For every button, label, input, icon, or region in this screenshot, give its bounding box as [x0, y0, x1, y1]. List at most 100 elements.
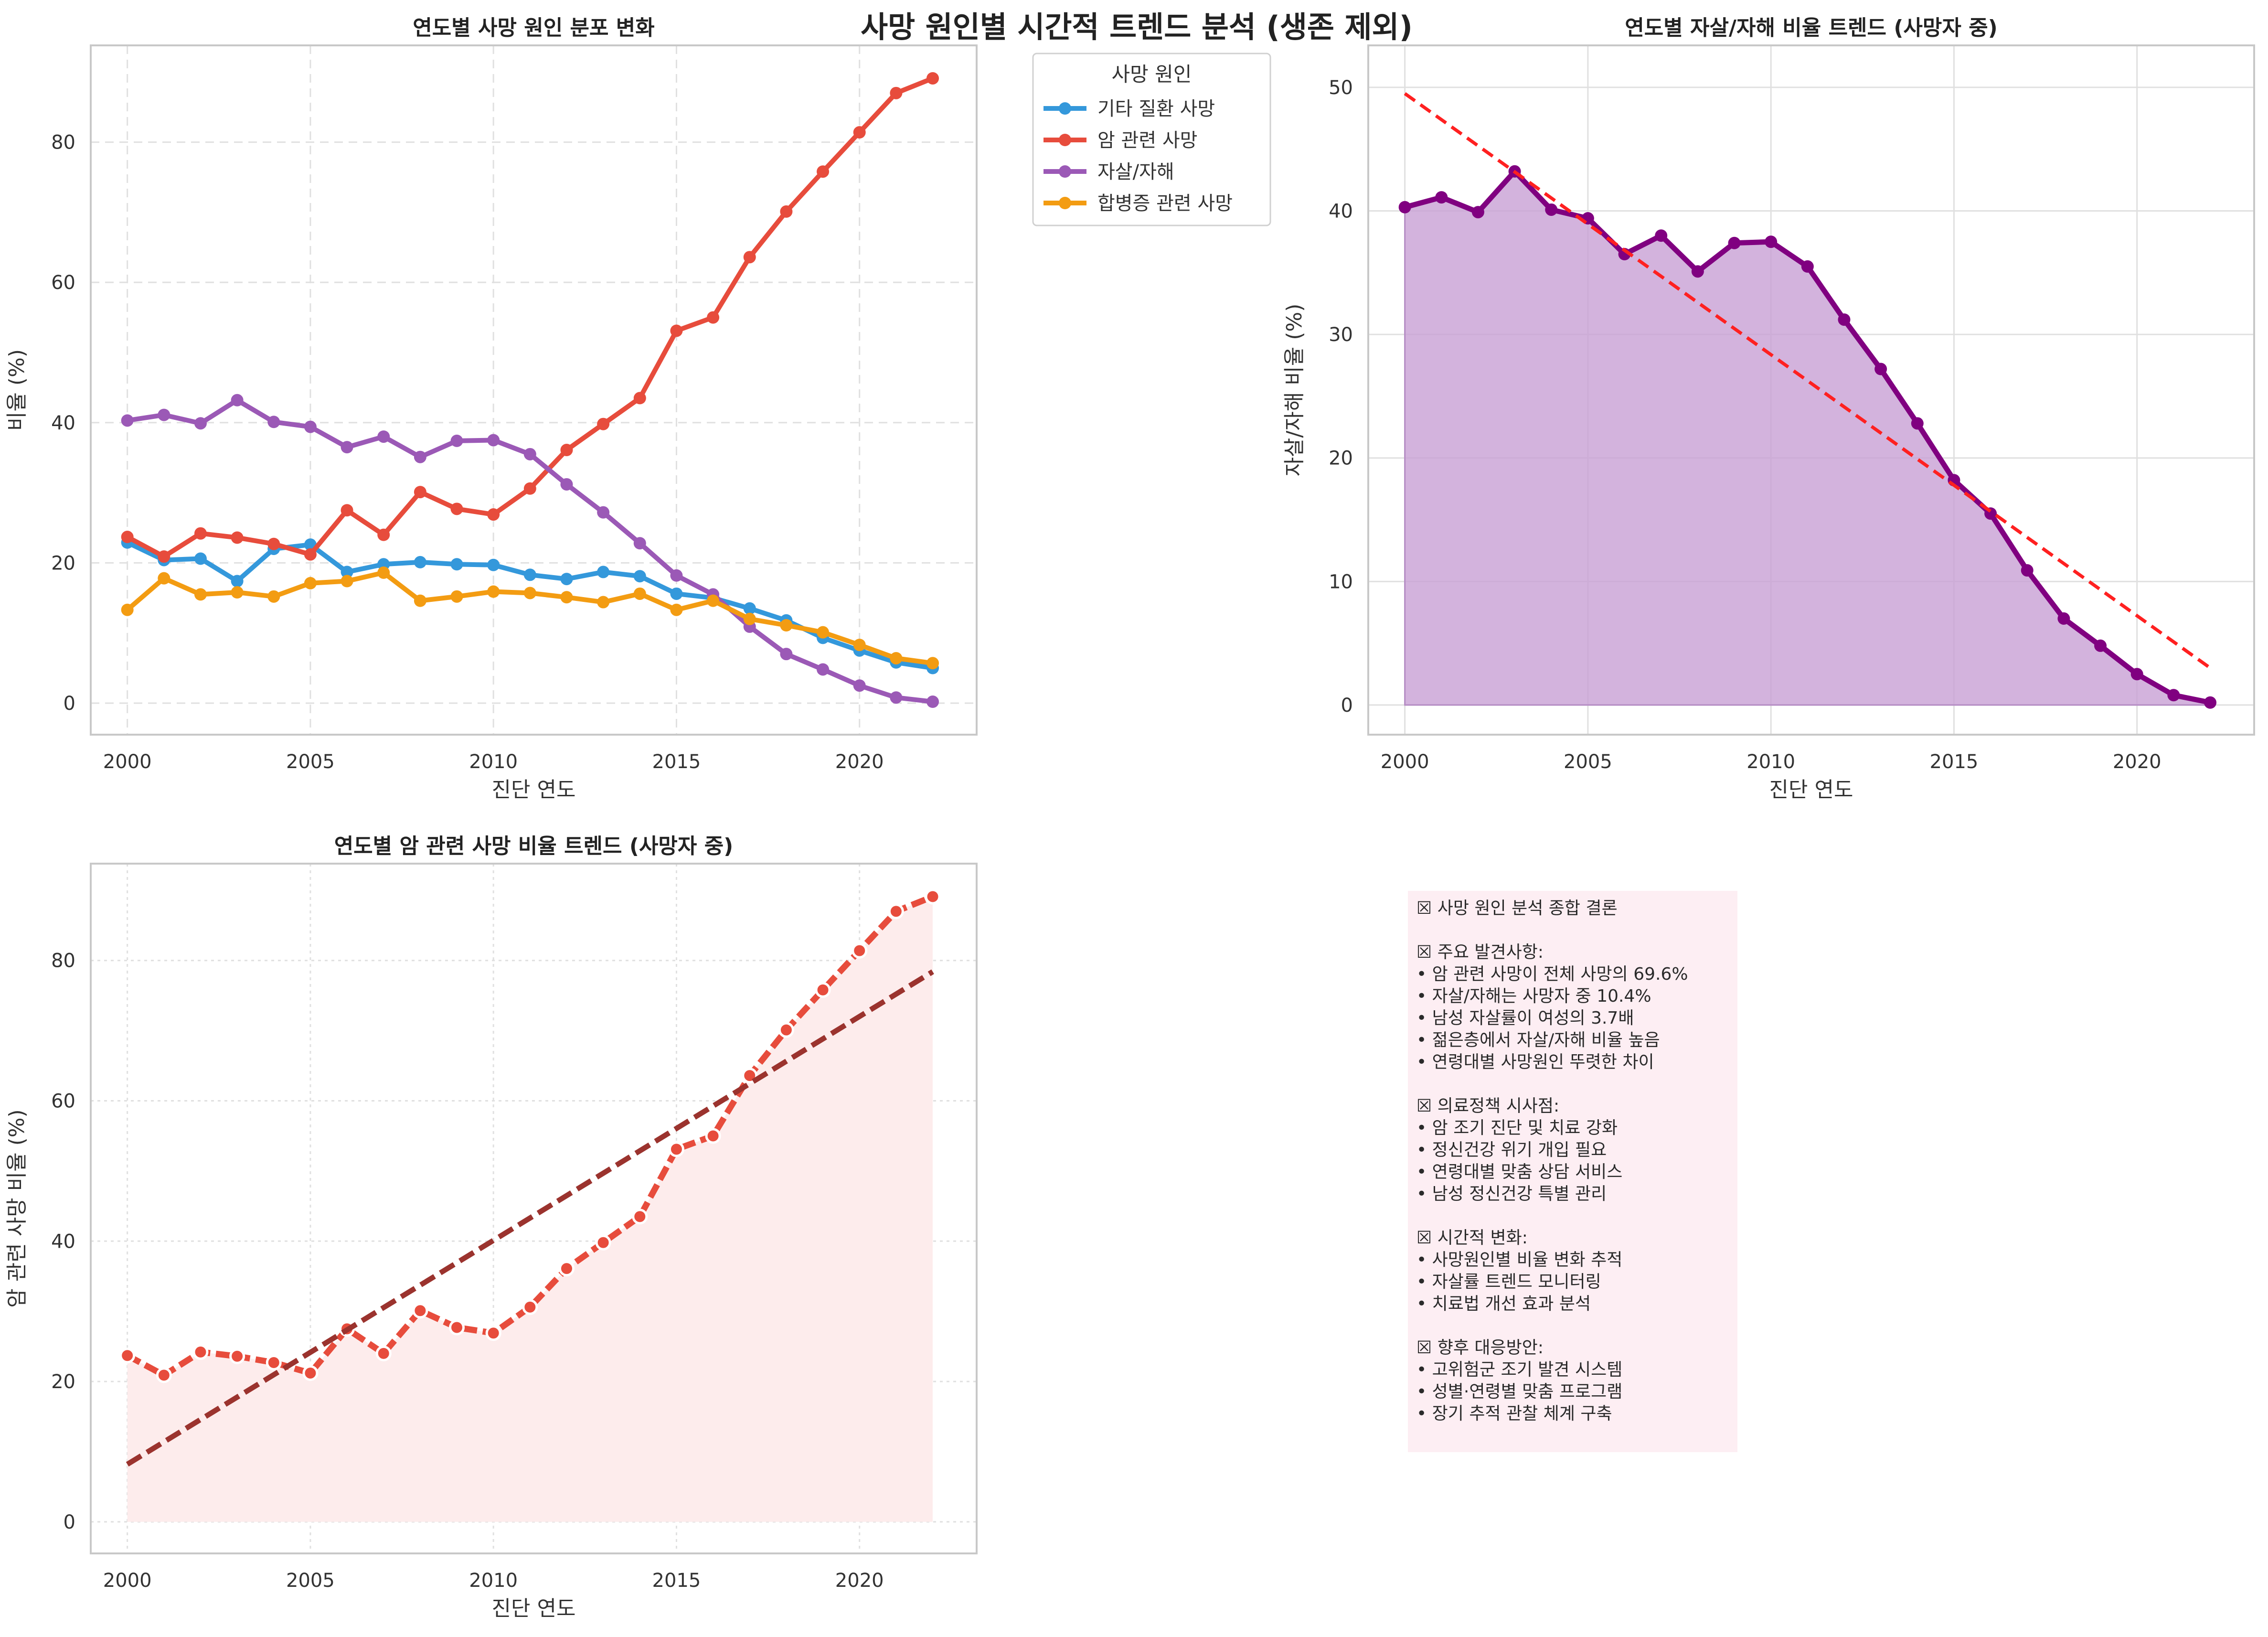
area-fill — [1404, 170, 2211, 706]
summary-spacer — [1416, 1315, 1729, 1337]
data-point — [523, 587, 536, 599]
summary-line: ☒ 주요 발견사항: — [1416, 942, 1544, 962]
data-point — [194, 588, 207, 601]
data-point — [194, 552, 207, 565]
summary-spacer — [1416, 1205, 1729, 1227]
summary-spacer — [1416, 920, 1729, 942]
x-tick-label: 2000 — [103, 751, 152, 773]
data-point — [560, 591, 573, 604]
data-point — [1911, 417, 1924, 430]
data-point — [890, 652, 903, 664]
data-point — [743, 251, 756, 264]
data-point — [302, 1365, 319, 1381]
data-point — [523, 448, 536, 460]
data-point — [522, 1299, 538, 1315]
data-point — [1801, 260, 1814, 273]
data-point — [523, 568, 536, 581]
x-axis-label: 진단 연도 — [492, 1596, 576, 1621]
chart-panel-2: 2000 2005 2010 2015 2020 0 10 20 30 40 50 연도별 자살/자해… — [1282, 16, 2255, 802]
data-point — [231, 394, 244, 407]
data-point — [158, 550, 170, 563]
data-point — [341, 566, 353, 578]
data-point — [890, 86, 903, 99]
data-point — [780, 648, 793, 661]
data-point — [267, 537, 280, 550]
data-point — [194, 527, 207, 540]
summary-spacer — [1416, 1073, 1729, 1095]
data-point — [1655, 229, 1668, 242]
data-point — [1765, 235, 1778, 248]
data-point — [487, 585, 500, 598]
legend-box — [1032, 53, 1271, 226]
y-tick-label: 80 — [51, 950, 75, 972]
data-point — [780, 205, 793, 218]
summary-line: • 장기 추적 관찰 체계 구축 — [1416, 1404, 1612, 1423]
data-point — [926, 657, 939, 670]
x-tick-label: 2010 — [469, 751, 518, 773]
y-tick-label: 40 — [51, 412, 75, 434]
x-tick-label: 2015 — [652, 751, 701, 773]
data-point — [450, 590, 463, 603]
data-point — [267, 416, 280, 428]
legend-marker — [1059, 197, 1071, 209]
data-point — [670, 324, 683, 337]
y-tick-label: 40 — [1329, 201, 1353, 223]
x-tick-label: 2015 — [652, 1570, 701, 1592]
data-point — [192, 1344, 209, 1360]
data-point — [341, 575, 353, 588]
y-tick-label: 0 — [64, 693, 75, 715]
x-tick-label: 2020 — [835, 1570, 884, 1592]
data-point — [231, 531, 244, 544]
series-line — [125, 540, 936, 671]
x-tick-label: 2020 — [2113, 751, 2162, 773]
y-tick-label: 40 — [51, 1230, 75, 1252]
summary-line: • 암 관련 사망이 전체 사망의 69.6% — [1416, 964, 1688, 984]
data-point — [414, 450, 426, 463]
data-point — [853, 639, 866, 652]
chart-title: 연도별 자살/자해 비율 트렌드 (사망자 중) — [1625, 16, 1998, 40]
summary-line: ☒ 향후 대응방안: — [1416, 1338, 1544, 1358]
data-point — [597, 596, 610, 609]
data-point — [266, 1354, 282, 1370]
data-point — [377, 566, 390, 579]
series-line — [125, 570, 936, 666]
data-point — [633, 570, 646, 583]
chart-title: 연도별 사망 원인 분포 변화 — [413, 16, 655, 40]
data-point — [377, 430, 390, 443]
summary-line: • 사망원인별 비율 변화 추적 — [1416, 1250, 1623, 1270]
data-point — [595, 1234, 611, 1251]
data-point — [925, 888, 941, 905]
area-fill — [127, 897, 933, 1522]
x-tick-label: 2000 — [103, 1570, 152, 1592]
y-tick-label: 60 — [51, 272, 75, 294]
data-point — [412, 1303, 428, 1319]
data-point — [414, 556, 426, 568]
x-tick-label: 2020 — [835, 751, 884, 773]
x-tick-label: 2005 — [286, 751, 335, 773]
summary-box: ☒ 사망 원인 분석 종합 결론 ☒ 주요 발견사항: • 암 관련 사망이 전체 … — [1408, 891, 1737, 1452]
chart-panel-3: 2000 2005 2010 2015 2020 0 20 40 60 80 연도별 암 관련 사망… — [5, 834, 978, 1621]
data-point — [1398, 201, 1411, 214]
data-point — [778, 1022, 794, 1038]
y-tick-label: 30 — [1329, 324, 1353, 346]
summary-line: ☒ 의료정책 시사점: — [1416, 1096, 1560, 1116]
plot-frame — [1367, 44, 2255, 736]
data-point — [523, 482, 536, 495]
data-point — [817, 663, 830, 676]
data-point — [2167, 689, 2180, 702]
data-point — [597, 566, 610, 578]
data-point — [815, 982, 831, 998]
data-point — [1435, 191, 1448, 204]
x-tick-label: 2015 — [1930, 751, 1979, 773]
chart-title: 연도별 암 관련 사망 비율 트렌드 (사망자 중) — [334, 834, 734, 858]
chart-panel-1: 2000 2005 2010 2015 2020 0 20 40 60 80 연도별 사망 원인 분… — [5, 16, 1271, 802]
data-point — [926, 72, 939, 85]
data-point — [485, 1325, 501, 1341]
data-point — [377, 528, 390, 541]
y-axis-label: 암 관련 사망 비율 (%) — [5, 1109, 29, 1307]
data-point — [707, 594, 720, 607]
data-point — [633, 587, 646, 600]
data-point — [450, 434, 463, 447]
